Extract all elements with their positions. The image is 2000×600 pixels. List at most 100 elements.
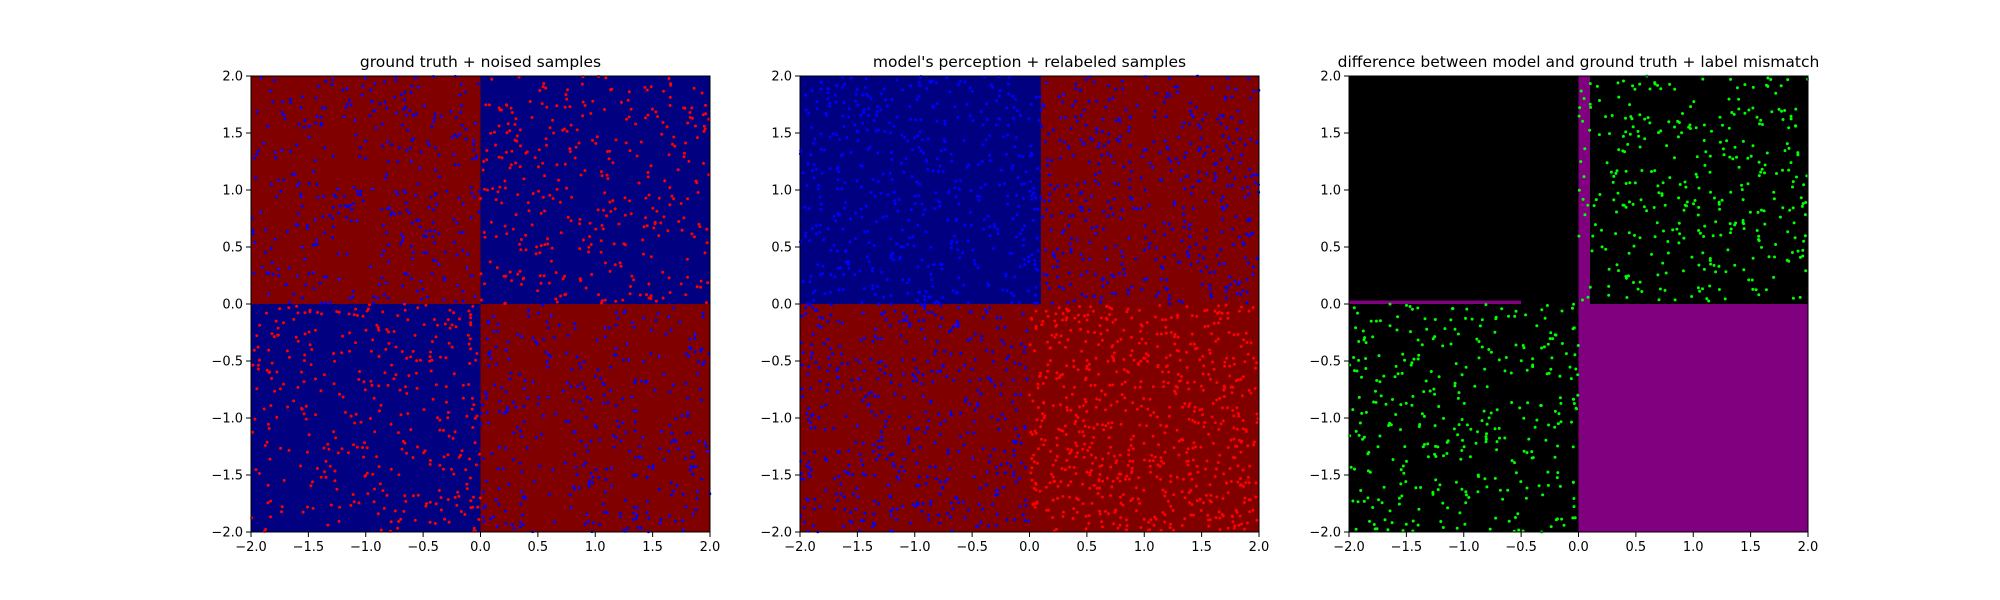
sample-point [1021,312,1025,316]
sample-point [1539,404,1543,407]
y-tick-label: 0.5 [771,241,792,256]
sample-point [1107,436,1111,440]
sample-point [1107,84,1111,88]
y-tick-label: 2.0 [222,70,243,85]
sample-point [475,414,479,418]
sample-point [876,377,880,381]
sample-point [687,159,691,163]
sample-point [324,79,328,83]
sample-point [573,453,577,456]
sample-point [425,502,428,506]
sample-point [1083,314,1087,318]
sample-point [1079,253,1083,256]
sample-point [936,340,939,344]
sample-point [825,389,829,393]
sample-point [379,403,383,407]
sample-point [452,311,456,315]
sample-point [926,426,929,430]
sample-point [955,290,959,294]
sample-point [1364,357,1368,360]
sample-point [1122,328,1126,332]
sample-point [345,252,349,256]
sample-point [1718,140,1722,144]
sample-point [295,274,299,278]
sample-point [904,340,908,344]
sample-point [858,452,862,456]
sample-point [872,119,876,122]
sample-point [1232,456,1236,459]
sample-point [1066,309,1070,313]
sample-point [900,161,903,165]
sample-point [1076,183,1080,186]
sample-point [1203,309,1207,313]
sample-point [1237,523,1241,527]
sample-point [1631,202,1635,206]
sample-point [1453,384,1457,388]
sample-point [965,165,969,169]
sample-point [1121,87,1125,91]
sample-point [1215,398,1219,402]
sample-point [1041,382,1045,385]
sample-point [1781,206,1785,210]
sample-point [645,88,649,92]
sample-point [856,103,860,107]
sample-point [691,472,695,476]
sample-point [1240,394,1244,398]
sample-point [1044,376,1048,379]
sample-point [1030,466,1034,470]
sample-point [1107,98,1111,102]
sample-point [852,388,856,392]
sample-point [823,427,827,431]
sample-point [389,520,393,524]
sample-point [1144,341,1148,345]
sample-point [1062,287,1065,291]
sample-point [1157,443,1160,447]
sample-point [889,509,893,513]
sample-point [702,161,705,165]
sample-point [601,381,605,385]
sample-point [366,492,370,496]
sample-point [1465,493,1468,497]
sample-point [1158,151,1162,154]
sample-point [1361,329,1365,333]
sample-point [279,446,283,450]
sample-point [1741,219,1745,222]
sample-point [605,214,608,218]
sample-point [874,458,878,462]
sample-point [1190,477,1194,481]
sample-point [854,99,858,103]
sample-point [336,252,340,256]
sample-point [1086,313,1090,317]
sample-point [1642,205,1646,209]
sample-point [1192,342,1196,346]
sample-point [1376,445,1380,449]
sample-point [1242,527,1246,531]
sample-point [1056,275,1059,279]
sample-point [477,210,481,214]
sample-point [1786,78,1790,82]
sample-point [389,467,393,471]
sample-point [1116,340,1120,343]
sample-point [1772,197,1776,201]
sample-point [1789,117,1793,121]
sample-point [996,326,1000,330]
sample-point [488,350,492,354]
sample-point [862,287,866,290]
sample-point [1053,319,1057,323]
sample-point [1060,211,1063,215]
sample-point [1208,283,1212,287]
sample-point [669,481,673,485]
sample-point [1453,381,1457,385]
sample-point [1196,179,1200,183]
sample-point [572,322,576,326]
sample-point [311,271,315,275]
sample-point [610,484,614,488]
sample-point [1737,107,1741,111]
sample-point [931,285,935,289]
sample-point [514,161,518,165]
sample-point [269,89,273,93]
sample-point [1061,251,1065,255]
sample-point [958,187,961,191]
sample-point [623,196,627,200]
